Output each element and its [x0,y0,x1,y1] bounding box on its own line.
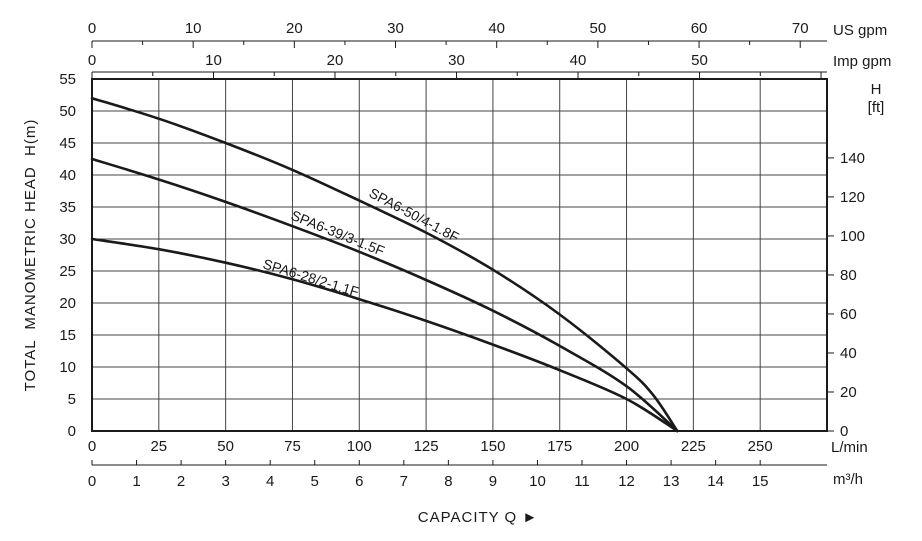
x-tick-label: 175 [547,438,572,455]
imp-gpm-tick-label: 40 [570,52,587,69]
x-tick-label: 200 [614,438,639,455]
h-ft-tick-label: 0 [840,423,848,440]
x-tick-label: 225 [681,438,706,455]
m3h-tick-label: 8 [444,473,452,490]
m3h-tick-label: 6 [355,473,363,490]
x-tick-label: 50 [217,438,234,455]
h-ft-tick-label: 40 [840,345,857,362]
unit-label-m3h: m³/h [833,471,863,488]
m3h-tick-label: 2 [177,473,185,490]
m3h-tick-label: 1 [132,473,140,490]
m3h-tick-label: 10 [529,473,546,490]
us-gpm-tick-label: 60 [691,20,708,37]
h-ft-tick-label: 100 [840,228,865,245]
m3h-tick-label: 7 [400,473,408,490]
h-ft-tick-label: 140 [840,150,865,167]
imp-gpm-tick-label: 30 [448,52,465,69]
imp-gpm-tick-label: 10 [205,52,222,69]
imp-gpm-tick-label: 20 [327,52,344,69]
us-gpm-tick-label: 0 [88,20,96,37]
y-tick-label: 15 [59,327,76,344]
y-tick-label: 10 [59,359,76,376]
x-tick-label: 100 [347,438,372,455]
x-tick-label: 125 [414,438,439,455]
y-tick-label: 45 [59,135,76,152]
curve-label-spa6-28: SPA6-28/2-1.1F [261,256,361,300]
curve-spa6-28 [90,237,679,433]
m3h-tick-label: 4 [266,473,274,490]
h-ft-tick-label: 20 [840,384,857,401]
m3h-tick-label: 5 [311,473,319,490]
m3h-tick-label: 9 [489,473,497,490]
curve-layer [90,96,679,433]
imp-gpm-tick-label: 50 [691,52,708,69]
unit-label-h: H [871,81,882,98]
y-tick-label: 30 [59,231,76,248]
x-tick-label: 150 [480,438,505,455]
h-ft-tick-label: 80 [840,267,857,284]
unit-label-imp-gpm: Imp gpm [833,53,891,70]
curve-label-spa6-39: SPA6-39/3-1.5F [289,207,387,259]
us-gpm-tick-label: 20 [286,20,303,37]
m3h-tick-label: 12 [618,473,635,490]
m3h-tick-label: 13 [663,473,680,490]
curve-label-spa6-50: SPA6-50/4-1.8F [367,185,462,246]
unit-label-lmin: L/min [831,439,868,456]
y-tick-label: 50 [59,103,76,120]
axes-layer: 0 25 50 75 100 125 150 175 200 225 250051015202530… [59,20,865,490]
us-gpm-tick-label: 50 [590,20,607,37]
x-tick-label: 75 [284,438,301,455]
us-gpm-tick-label: 30 [387,20,404,37]
us-gpm-tick-label: 40 [488,20,505,37]
m3h-tick-label: 11 [574,473,590,490]
x-tick-label: 0 [88,438,96,455]
x-tick-label: 250 [748,438,773,455]
y-tick-label: 35 [59,199,76,216]
h-ft-tick-label: 60 [840,306,857,323]
imp-gpm-tick-label: 0 [88,52,96,69]
unit-label-us-gpm: US gpm [833,22,887,39]
unit-label-ft: [ft] [868,99,885,116]
m3h-tick-label: 14 [707,473,724,490]
x-tick-label: 25 [150,438,167,455]
y-axis-title: TOTAL MANOMETRIC HEAD H(m) [22,119,39,392]
m3h-tick-label: 15 [752,473,769,490]
y-tick-label: 55 [59,71,76,88]
y-tick-label: 20 [59,295,76,312]
y-tick-label: 25 [59,263,76,280]
curve-spa6-39 [90,157,679,433]
us-gpm-tick-label: 70 [792,20,809,37]
h-ft-tick-label: 120 [840,189,865,206]
us-gpm-tick-label: 10 [185,20,202,37]
y-tick-label: 5 [68,391,76,408]
m3h-tick-label: 3 [221,473,229,490]
grid-lines [92,79,827,431]
y-tick-label: 0 [68,423,76,440]
x-axis-title: CAPACITY Q ► [418,509,538,526]
curve-spa6-50 [90,96,679,433]
m3h-tick-label: 0 [88,473,96,490]
y-tick-label: 40 [59,167,76,184]
plot-frame [91,78,828,432]
